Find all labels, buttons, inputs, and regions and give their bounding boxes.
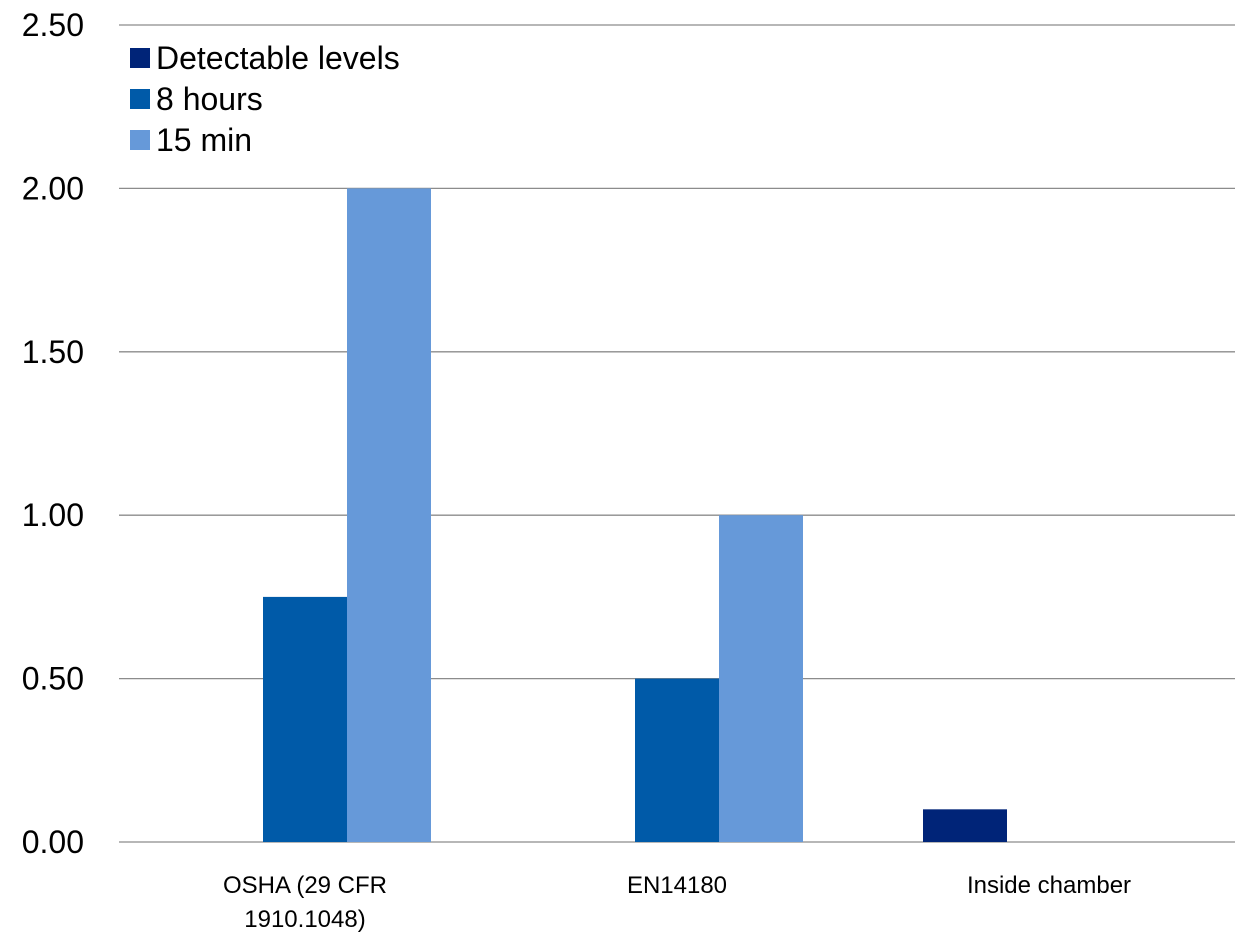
legend-swatch <box>130 48 150 68</box>
legend: Detectable levels 8 hours 15 min <box>130 40 400 158</box>
y-tick-label: 0.00 <box>22 824 84 860</box>
bar-15-min <box>347 188 431 842</box>
y-tick-label: 0.50 <box>22 661 84 697</box>
x-tick-label: OSHA (29 CFR 1910.1048) <box>223 872 387 933</box>
x-tick-label: Inside chamber <box>967 872 1131 899</box>
y-tick-label: 2.00 <box>22 170 84 206</box>
bar-8-hours <box>263 596 347 842</box>
bar-detectable-levels <box>923 809 1007 842</box>
bars <box>263 188 1007 842</box>
y-tick-label: 1.50 <box>22 334 84 370</box>
legend-swatch <box>130 89 150 109</box>
legend-label: Detectable levels <box>156 40 400 76</box>
y-tick-label: 2.50 <box>22 7 84 43</box>
y-axis-tick-labels: 0.00 0.50 1.00 1.50 2.00 2.50 <box>22 7 84 860</box>
legend-label: 8 hours <box>156 81 263 117</box>
x-axis-tick-labels: OSHA (29 CFR 1910.1048) EN14180 Inside cham… <box>223 872 1131 933</box>
x-tick-label: EN14180 <box>627 872 727 899</box>
bar-15-min <box>719 515 803 842</box>
bar-8-hours <box>635 678 719 842</box>
legend-swatch <box>130 130 150 150</box>
y-tick-label: 1.00 <box>22 497 84 533</box>
legend-label: 15 min <box>156 122 252 158</box>
